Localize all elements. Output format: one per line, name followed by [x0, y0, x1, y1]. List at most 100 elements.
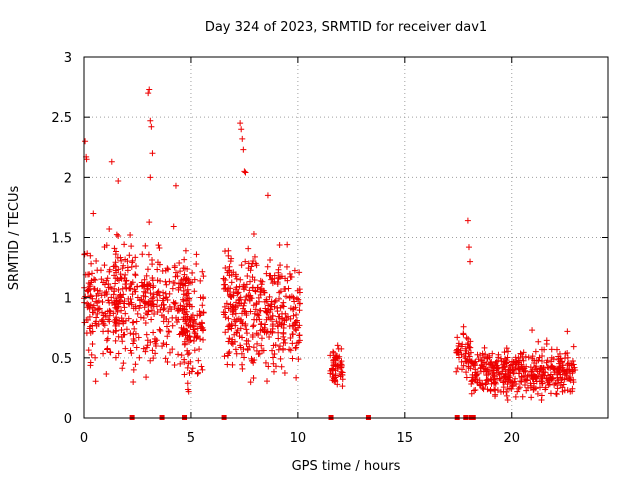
data-point — [512, 375, 519, 382]
data-point — [329, 377, 336, 384]
data-point — [196, 346, 203, 353]
data-point — [147, 339, 154, 346]
data-point — [546, 381, 553, 388]
data-point — [182, 247, 189, 254]
data-point — [101, 262, 108, 269]
data-point — [175, 351, 182, 358]
data-point — [296, 332, 303, 339]
data-point — [238, 262, 245, 269]
data-point — [112, 275, 119, 282]
data-point — [517, 350, 524, 357]
data-point — [512, 393, 519, 400]
data-point — [162, 290, 169, 297]
data-point — [142, 320, 149, 327]
data-point — [287, 305, 294, 312]
data-point — [466, 353, 473, 360]
data-point — [521, 381, 528, 388]
data-point — [89, 270, 96, 277]
data-point — [149, 275, 156, 282]
data-point — [548, 346, 555, 353]
data-point — [255, 331, 262, 338]
data-point — [339, 383, 346, 390]
data-point — [137, 314, 144, 321]
data-point — [268, 276, 275, 283]
data-point — [143, 374, 150, 381]
data-point — [94, 267, 101, 274]
data-point — [570, 361, 577, 368]
data-point — [184, 386, 191, 393]
data-point — [127, 231, 134, 238]
data-point — [150, 329, 157, 336]
data-point — [486, 368, 493, 375]
data-point — [282, 339, 289, 346]
data-point — [225, 315, 232, 322]
data-point — [191, 288, 198, 295]
data-point — [92, 378, 99, 385]
data-point — [87, 359, 94, 366]
data-point — [244, 347, 251, 354]
data-point — [92, 354, 99, 361]
data-point — [500, 384, 507, 391]
data-point — [87, 252, 94, 259]
data-point — [156, 326, 163, 333]
x-tick-label: 0 — [80, 431, 88, 446]
data-point — [473, 371, 480, 378]
data-point — [90, 309, 97, 316]
data-point — [567, 388, 574, 395]
data-point — [232, 286, 239, 293]
data-point — [458, 343, 465, 350]
data-point — [287, 334, 294, 341]
data-point — [195, 357, 202, 364]
data-point — [257, 277, 264, 284]
data-point — [275, 313, 282, 320]
data-point — [561, 371, 568, 378]
data-point — [286, 294, 293, 301]
data-point — [94, 299, 101, 306]
data-point — [149, 256, 156, 263]
data-point — [530, 386, 537, 393]
data-point — [229, 336, 236, 343]
data-point — [548, 358, 555, 365]
data-point — [335, 345, 342, 352]
data-point — [239, 334, 246, 341]
data-point — [492, 393, 499, 400]
data-point — [334, 362, 341, 369]
data-point — [126, 285, 133, 292]
data-point — [223, 300, 230, 307]
data-point — [250, 344, 257, 351]
data-point — [480, 368, 487, 375]
data-point — [240, 281, 247, 288]
data-point — [330, 348, 337, 355]
data-point — [125, 315, 132, 322]
data-point — [141, 276, 148, 283]
data-point — [176, 259, 183, 266]
data-point — [243, 293, 250, 300]
data-point — [160, 314, 167, 321]
data-point — [275, 346, 282, 353]
data-point — [170, 299, 177, 306]
data-point — [122, 271, 129, 278]
data-point — [110, 263, 117, 270]
data-point — [229, 361, 236, 368]
data-point — [532, 348, 539, 355]
data-point — [265, 363, 272, 370]
data-point — [292, 304, 299, 311]
data-point — [144, 266, 151, 273]
data-point — [179, 296, 186, 303]
data-point — [119, 285, 126, 292]
data-point — [292, 345, 299, 352]
data-point — [171, 361, 178, 368]
data-point — [150, 291, 157, 298]
data-point — [242, 169, 249, 176]
data-point — [229, 311, 236, 318]
data-point — [148, 316, 155, 323]
data-point — [139, 282, 146, 289]
data-point — [247, 308, 254, 315]
data-point — [196, 308, 203, 315]
data-point — [276, 295, 283, 302]
data-point — [174, 319, 181, 326]
data-point — [503, 392, 510, 399]
data-point — [267, 257, 274, 264]
data-point — [115, 177, 122, 184]
data-point — [142, 289, 149, 296]
